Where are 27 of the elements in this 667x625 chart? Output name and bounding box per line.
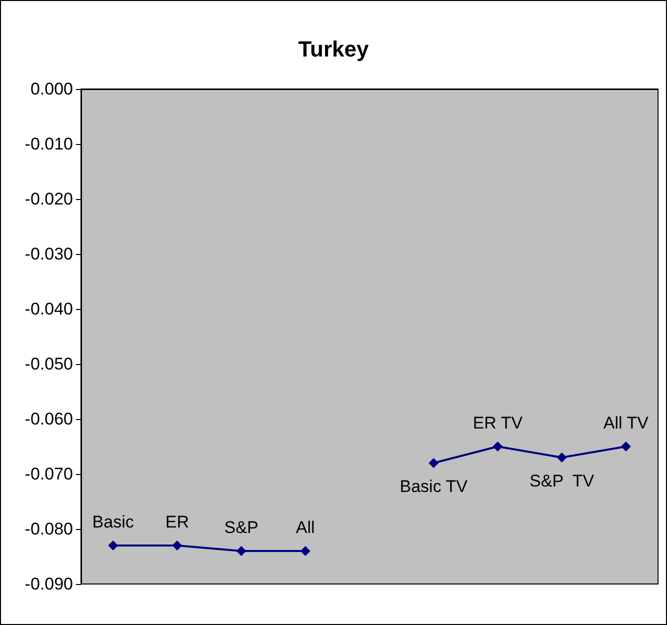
point bbox=[620, 442, 631, 452]
y-tick-label: -0.020 bbox=[24, 190, 73, 208]
y-tick-label: -0.010 bbox=[24, 134, 73, 154]
point bbox=[108, 540, 118, 550]
data-label: S&P TV bbox=[530, 472, 595, 490]
data-label: S&P bbox=[224, 518, 258, 537]
y-tick-label: -0.090 bbox=[24, 574, 73, 594]
point bbox=[236, 546, 246, 556]
y-tick-label: 0.000 bbox=[30, 80, 73, 98]
data-label: Basic TV bbox=[400, 477, 468, 496]
data-label: Basic bbox=[92, 512, 134, 532]
point bbox=[428, 458, 439, 468]
point bbox=[300, 546, 310, 556]
y-tick-label: -0.080 bbox=[24, 520, 73, 538]
point bbox=[556, 452, 567, 462]
point bbox=[172, 540, 182, 550]
y-tick-label: -0.030 bbox=[24, 244, 73, 264]
data-label: All TV bbox=[603, 414, 650, 432]
point bbox=[492, 442, 503, 452]
y-tick-label: -0.050 bbox=[24, 354, 73, 374]
chart-title: Turkey bbox=[298, 36, 370, 62]
data-label: ER bbox=[165, 512, 189, 532]
data-label: ER TV bbox=[472, 414, 524, 432]
data-label: All bbox=[296, 518, 315, 537]
y-tick-label: -0.060 bbox=[24, 410, 73, 428]
y-tick-label: -0.040 bbox=[24, 300, 73, 318]
y-tick-label: -0.070 bbox=[24, 464, 73, 484]
